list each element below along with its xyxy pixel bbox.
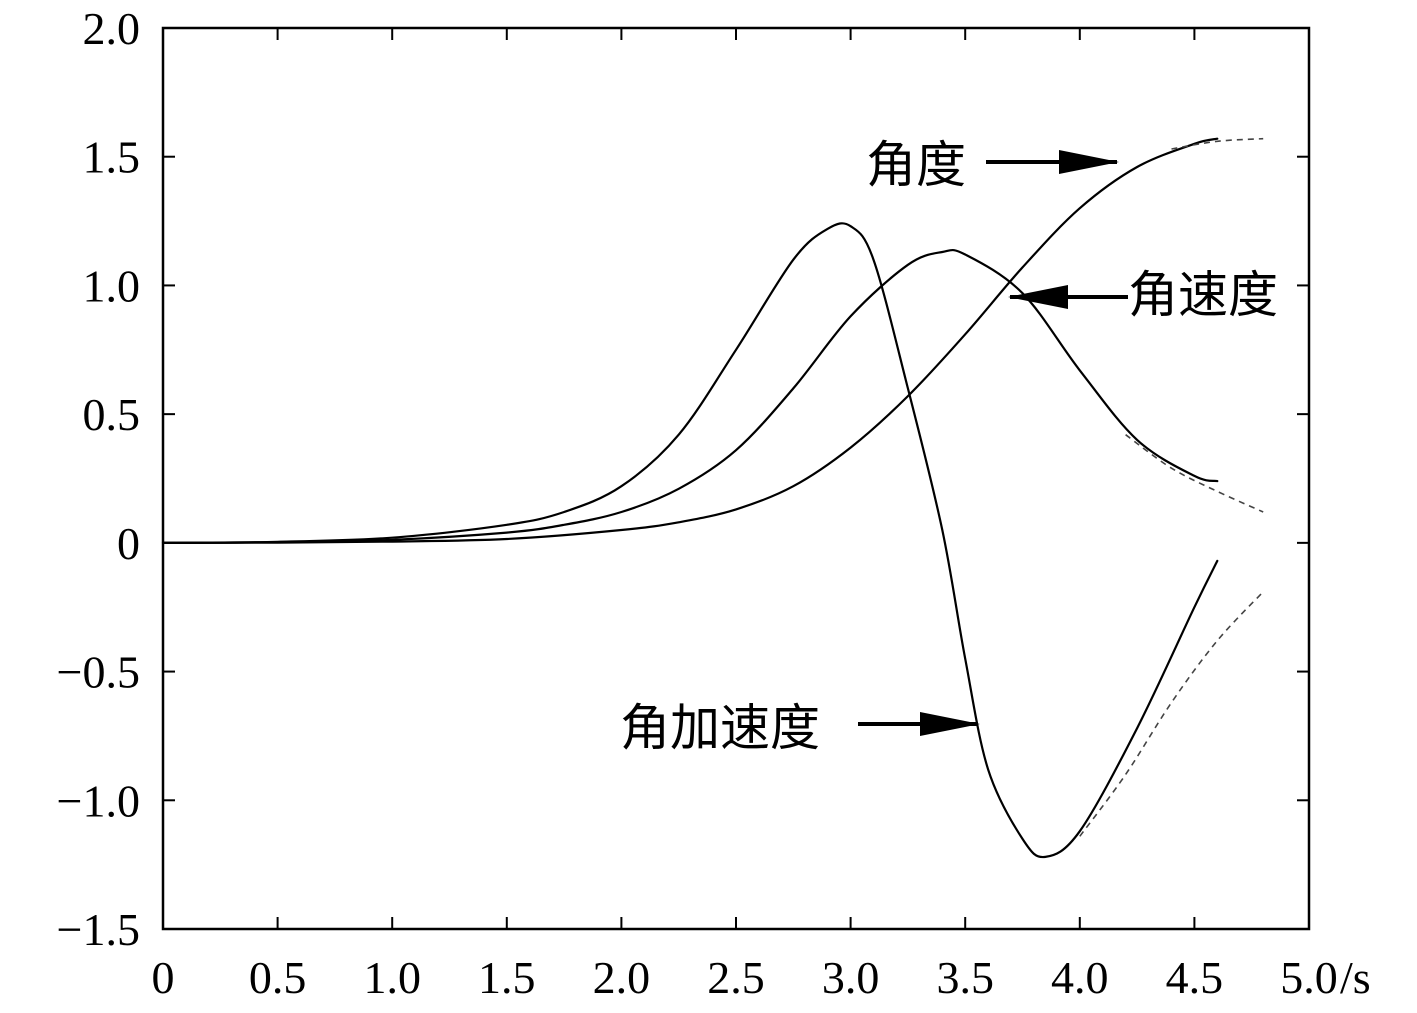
x-tick-label: 4.0 — [1051, 952, 1109, 1003]
x-tick-label: 1.0 — [363, 952, 421, 1003]
series-layer — [161, 137, 1264, 859]
axis-ticks — [162, 27, 1310, 930]
series-line-angle — [161, 137, 1219, 544]
x-tick-label: 2.5 — [707, 952, 765, 1003]
series-line-angular-velocity — [161, 248, 1219, 544]
annotation-label-angular-velocity: 角速度 — [1128, 266, 1278, 324]
x-tick-label: 5.0 — [1280, 952, 1338, 1003]
tick-labels: 0 0.5 1.0 1.5 2.0 2.5 3.0 3.5 4.0 4.5 5.0 −1.5 −1.0 −… — [57, 3, 1338, 1003]
y-tick-label: −1.5 — [57, 904, 140, 955]
series-reference-line-angular-acceleration — [1079, 591, 1264, 837]
annotation-angle: 角度 — [866, 136, 1119, 194]
x-tick-label: 2.0 — [593, 952, 651, 1003]
y-tick-label: −1.0 — [57, 775, 140, 826]
annotation-label-angular-acceleration: 角加速度 — [620, 699, 820, 757]
x-tick-label: 4.5 — [1166, 952, 1224, 1003]
y-tick-label: 1.0 — [83, 260, 141, 311]
x-tick-label: 0 — [152, 952, 175, 1003]
x-tick-label: 3.0 — [822, 952, 880, 1003]
annotation-label-angle: 角度 — [866, 136, 966, 194]
series-reference-line-angular-velocity — [1125, 434, 1264, 513]
annotation-angular-acceleration: 角加速度 — [620, 699, 980, 757]
y-tick-label: 0.5 — [83, 389, 141, 440]
series-line-angular-acceleration — [161, 222, 1219, 859]
x-axis-unit-label: /s — [1340, 952, 1371, 1003]
x-tick-label: 1.5 — [478, 952, 536, 1003]
x-tick-label: 0.5 — [249, 952, 307, 1003]
y-tick-label: −0.5 — [57, 647, 140, 698]
y-tick-label: 2.0 — [83, 3, 141, 54]
series-reference-line-angle — [1171, 137, 1264, 150]
y-tick-label: 0 — [117, 518, 140, 569]
x-tick-label: 3.5 — [936, 952, 994, 1003]
plot-frame — [161, 26, 1311, 931]
y-tick-label: 1.5 — [83, 132, 141, 183]
annotation-angular-velocity: 角速度 — [1008, 266, 1278, 324]
